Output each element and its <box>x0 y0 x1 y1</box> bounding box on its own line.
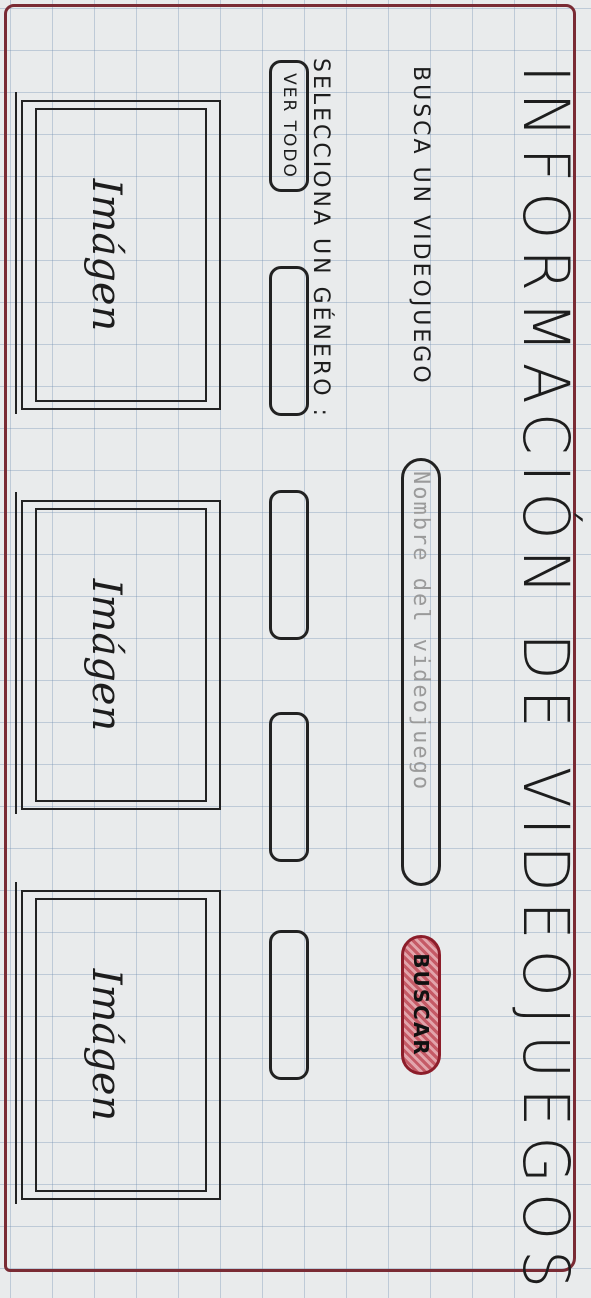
search-label: BUSCA UN VIDEOJUEGO <box>408 66 433 386</box>
search-input[interactable]: Nombre del videojuego <box>401 458 441 886</box>
image-placeholder: Imágen <box>35 108 207 402</box>
image-placeholder: Imágen <box>35 898 207 1192</box>
genre-button-5[interactable] <box>269 930 309 1080</box>
genre-button-4[interactable] <box>269 712 309 862</box>
genre-button-2[interactable] <box>269 266 309 416</box>
card-divider <box>15 92 17 414</box>
result-card[interactable]: Imágen <box>15 492 221 814</box>
page-title: INFORMACIÓN DE VIDEOJUEGOS <box>508 65 582 1298</box>
search-button[interactable]: BUSCAR <box>401 935 441 1075</box>
card-divider <box>15 492 17 814</box>
image-placeholder: Imágen <box>35 508 207 802</box>
image-label: Imágen <box>83 178 129 332</box>
page-border <box>4 4 576 1272</box>
result-card[interactable]: Imágen <box>15 882 221 1204</box>
genre-button-3[interactable] <box>269 490 309 640</box>
image-label: Imágen <box>83 968 129 1122</box>
genre-button-ver-todo[interactable]: VER TODO <box>269 60 309 192</box>
card-divider <box>15 882 17 1204</box>
image-label: Imágen <box>83 578 129 732</box>
result-card[interactable]: Imágen <box>15 92 221 414</box>
genre-label: SELECCIONA UN GÉNERO : <box>308 58 333 419</box>
